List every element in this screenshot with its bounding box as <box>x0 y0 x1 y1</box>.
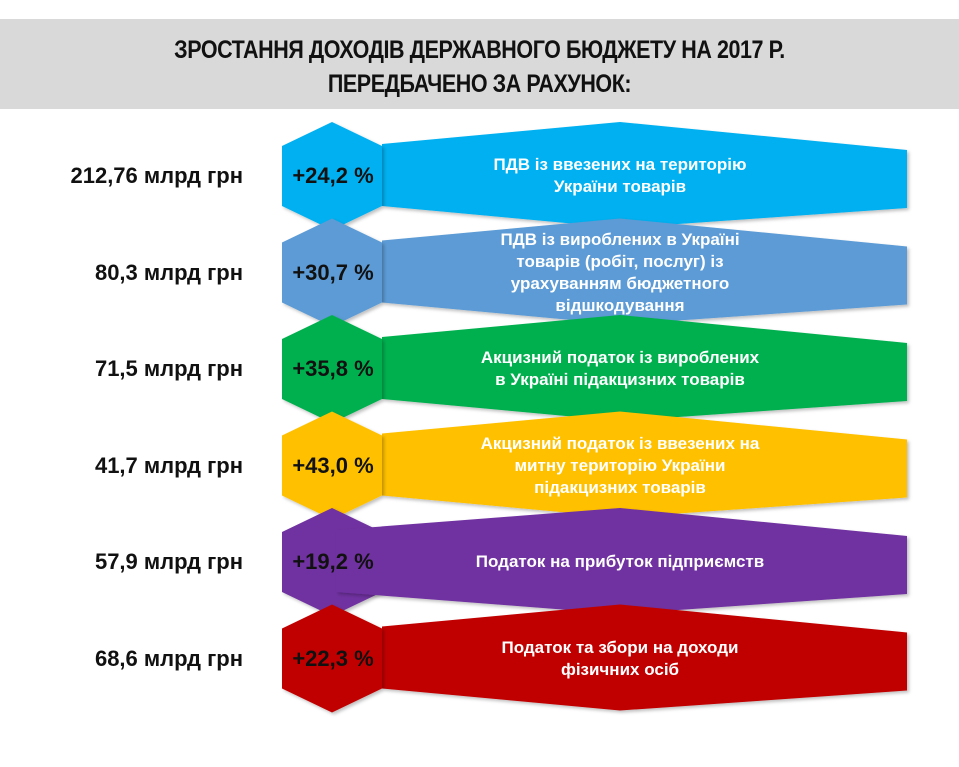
category-banner <box>382 315 907 421</box>
label-line: товарів (робіт, послуг) із <box>516 251 724 271</box>
category-banner <box>382 122 907 228</box>
label-line: фізичних осіб <box>560 659 680 679</box>
revenue-category-label: Податок та збори на доходи фізичних осіб <box>395 637 845 681</box>
category-banner <box>382 411 907 518</box>
label-line: відшкодування <box>555 295 685 315</box>
revenue-amount: 80,3 млрд грн <box>94 259 243 285</box>
growth-percent: +43,0 % <box>292 452 374 478</box>
title-banner: ЗРОСТАННЯ ДОХОДІВ ДЕРЖАВНОГО БЮДЖЕТУ НА … <box>0 19 959 109</box>
growth-percent: +24,2 % <box>292 163 374 188</box>
label-line: підакцизних товарів <box>534 477 706 497</box>
label-line: урахуванням бюджетного <box>510 273 730 293</box>
revenue-amount: 41,7 млрд грн <box>94 452 243 478</box>
label-line: України товарів <box>553 177 687 196</box>
revenue-amount: 68,6 млрд грн <box>94 645 243 671</box>
page-title-line-1: ЗРОСТАННЯ ДОХОДІВ ДЕРЖАВНОГО БЮДЖЕТУ НА … <box>174 36 785 64</box>
growth-percent: +35,8 % <box>292 356 374 381</box>
growth-hexagon <box>282 218 382 327</box>
label-line: ПДВ із ввезених на територію <box>493 155 747 174</box>
category-banner <box>336 508 907 614</box>
label-line: в Україні підакцизних товарів <box>495 370 745 389</box>
revenue-category-label: Податок на прибуток підприємств <box>395 551 845 573</box>
revenue-category-label: Акцизний податок із вироблених в Україні … <box>395 347 845 391</box>
growth-hexagon <box>282 604 382 713</box>
revenue-amount: 57,9 млрд грн <box>94 549 243 574</box>
label-line: Податок на прибуток підприємств <box>475 552 765 571</box>
label-line: Акцизний податок із ввезених на <box>480 433 760 453</box>
label-line: митну територію України <box>514 455 726 475</box>
revenue-amount: 71,5 млрд грн <box>94 356 243 381</box>
label-line: ПДВ із вироблених в Україні <box>500 229 740 249</box>
growth-hexagon <box>282 315 382 423</box>
growth-hexagon <box>282 411 382 520</box>
revenue-category-label: Акцизний податок із ввезених на митну тер… <box>395 433 845 499</box>
growth-percent: +30,7 % <box>292 259 374 285</box>
growth-percent: +22,3 % <box>292 645 374 671</box>
growth-percent: +19,2 % <box>292 549 374 574</box>
category-banner <box>382 604 907 711</box>
page-title-line-2: ПЕРЕДБАЧЕНО ЗА РАХУНОК: <box>327 70 632 98</box>
revenue-category-label: ПДВ із вироблених в Україні товарів (робі… <box>395 229 845 317</box>
growth-hexagon <box>282 122 382 230</box>
label-line: Акцизний податок із вироблених <box>480 348 760 367</box>
revenue-category-label: ПДВ із ввезених на територію України това… <box>395 154 845 198</box>
revenue-amount: 212,76 млрд грн <box>70 163 243 188</box>
category-banner <box>382 218 907 325</box>
label-line: Податок та збори на доходи <box>501 637 739 657</box>
